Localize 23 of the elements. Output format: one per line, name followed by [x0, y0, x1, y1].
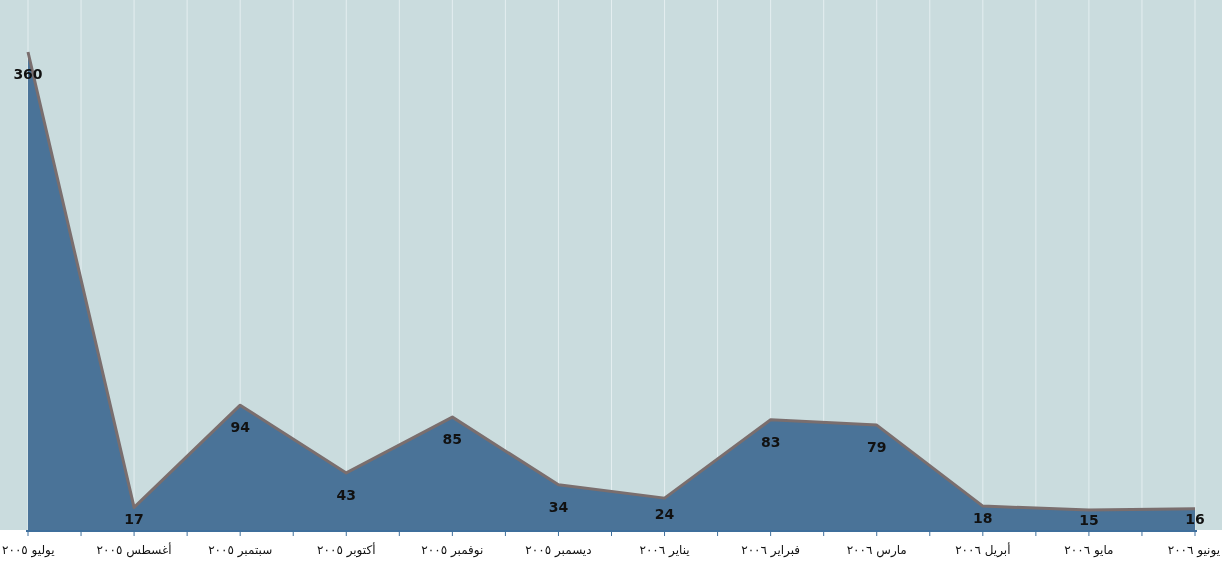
x-tick-label: يونيو ٢٠٠٦: [1167, 543, 1220, 558]
x-tick-label: سبتمبر ٢٠٠٥: [208, 543, 273, 558]
data-label: 79: [866, 439, 887, 456]
data-label: 18: [973, 510, 993, 527]
x-tick-label: يوليو ٢٠٠٥: [2, 543, 55, 558]
x-tick-label: أغسطس ٢٠٠٥: [96, 542, 172, 558]
x-tick-label: فبراير ٢٠٠٦: [741, 543, 801, 558]
x-tick-label: نوفمبر ٢٠٠٥: [421, 543, 484, 558]
data-label: 17: [124, 510, 144, 527]
data-label: 15: [1079, 512, 1099, 529]
x-tick-label: ديسمبر ٢٠٠٥: [525, 543, 592, 558]
x-tick-label: أكتوبر ٢٠٠٥: [317, 542, 376, 558]
data-label: 85: [442, 431, 463, 448]
data-label: 24: [654, 506, 675, 523]
data-label: 16: [1185, 511, 1205, 528]
data-label: 34: [548, 498, 569, 515]
x-tick-label: يناير ٢٠٠٦: [639, 543, 690, 558]
data-label: 43: [336, 486, 357, 503]
x-tick-label: مايو ٢٠٠٦: [1064, 543, 1114, 558]
x-tick-label: مارس ٢٠٠٦: [846, 543, 907, 558]
data-label: 83: [760, 433, 781, 450]
data-label: 94: [230, 419, 251, 436]
x-tick-label: أبريل ٢٠٠٦: [955, 542, 1011, 558]
